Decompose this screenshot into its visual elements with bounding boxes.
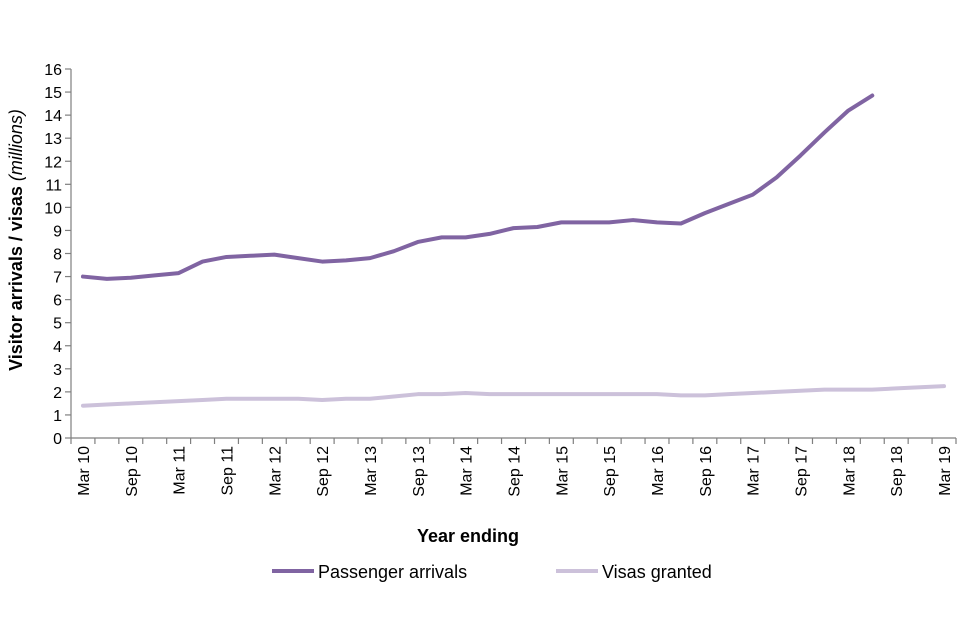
x-tick-label: Sep 13	[411, 446, 428, 497]
x-tick-label: Mar 13	[363, 446, 380, 496]
x-tick-label: Sep 18	[889, 446, 906, 497]
y-tick-label: 3	[53, 362, 62, 379]
y-tick-label: 15	[44, 85, 62, 102]
y-tick-label: 13	[44, 131, 62, 148]
y-tick-label: 1	[53, 408, 62, 425]
legend: Passenger arrivals Visas granted	[272, 562, 712, 582]
x-tick-label: Mar 15	[554, 446, 571, 496]
series-line-passenger-arrivals	[80, 93, 875, 281]
legend-item-passenger-arrivals: Passenger arrivals	[272, 562, 467, 582]
y-tick-label: 16	[44, 62, 62, 79]
x-tick-label: Sep 11	[219, 446, 236, 496]
x-axis-title: Year ending	[417, 526, 519, 546]
x-tick-label: Mar 11	[172, 446, 189, 495]
x-tick-label: Sep 15	[602, 446, 619, 497]
series-layer	[80, 93, 947, 408]
x-tick-label: Sep 12	[315, 446, 332, 497]
x-tick-label: Sep 16	[698, 446, 715, 497]
y-tick-label: 11	[45, 177, 62, 194]
y-tick-label: 2	[53, 385, 62, 402]
x-tick-label: Mar 17	[746, 446, 763, 496]
y-tick-label: 6	[53, 293, 62, 310]
y-axis-title: Visitor arrivals / visas (millions)	[6, 109, 26, 371]
y-tick-label: 10	[44, 200, 62, 217]
x-tick-label: Sep 14	[507, 446, 524, 497]
legend-label-visas-granted: Visas granted	[602, 562, 712, 582]
legend-label-passenger-arrivals: Passenger arrivals	[318, 562, 467, 582]
series-line-visas-granted	[80, 384, 947, 408]
x-axis-ticks: Mar 10 Sep 10 Mar 11 Sep 11 Mar 12 Sep 12 Mar …	[70, 438, 957, 497]
x-tick-label: Mar 14	[459, 446, 476, 496]
legend-item-visas-granted: Visas granted	[556, 562, 712, 582]
y-tick-label: 4	[53, 339, 62, 356]
x-tick-label: Sep 17	[794, 446, 811, 497]
y-tick-label: 9	[53, 223, 62, 240]
x-tick-label: Mar 19	[937, 446, 954, 496]
y-tick-label: 8	[53, 247, 62, 264]
y-tick-label: 12	[44, 154, 62, 171]
y-tick-label: 0	[53, 431, 62, 448]
x-tick-label: Mar 18	[841, 446, 858, 496]
x-tick-label: Sep 10	[124, 446, 141, 497]
y-tick-label: 14	[44, 108, 62, 125]
x-tick-label: Mar 12	[267, 446, 284, 496]
x-tick-label: Mar 16	[650, 446, 667, 496]
x-tick-label: Mar 10	[76, 446, 93, 496]
y-tick-label: 5	[53, 316, 62, 333]
y-tick-label: 7	[53, 270, 62, 287]
